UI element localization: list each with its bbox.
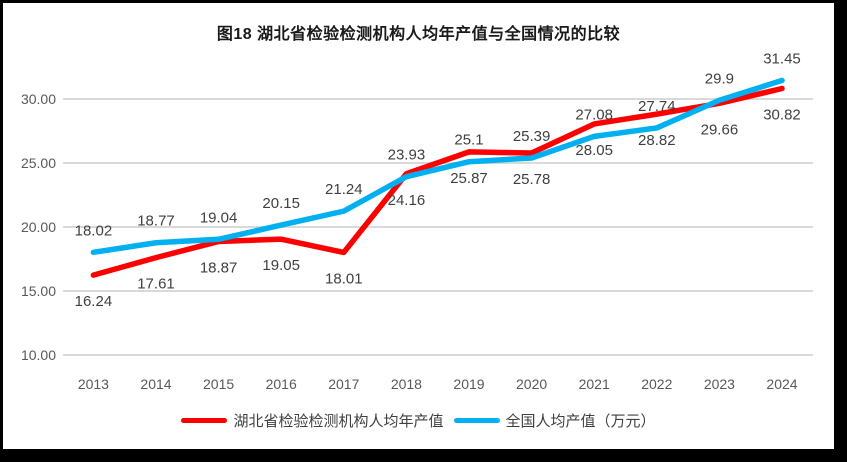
data-label-hubei_red: 24.16 — [388, 192, 426, 209]
data-label-national_blue: 19.04 — [200, 209, 238, 226]
x-axis-tick-label: 2017 — [328, 376, 359, 392]
series-line-national_blue — [90, 77, 785, 256]
data-label-national_blue: 31.45 — [763, 50, 801, 67]
data-label-hubei_red: 25.78 — [513, 171, 551, 188]
data-label-hubei_red: 28.82 — [638, 132, 676, 149]
y-axis-tick-label: 15.00 — [21, 283, 56, 299]
chart-container: 图18 湖北省检验检测机构人均年产值与全国情况的比较 10.00 15.00 20.… — [3, 3, 834, 449]
x-axis-tick-label: 2022 — [641, 376, 672, 392]
legend-item-national: 全国人均产值（万元） — [453, 410, 656, 431]
legend-item-hubei: 湖北省检验检测机构人均年产值 — [181, 410, 444, 431]
x-axis-tick-label: 2016 — [266, 376, 297, 392]
x-axis-tick-label: 2018 — [391, 376, 422, 392]
data-label-national_blue: 27.08 — [575, 106, 613, 123]
y-axis-tick-label: 20.00 — [21, 219, 56, 235]
legend-swatch-hubei-red-line — [181, 418, 228, 423]
data-label-national_blue: 20.15 — [262, 195, 300, 212]
data-label-hubei_red: 17.61 — [137, 276, 175, 293]
x-axis-tick-label: 2021 — [579, 376, 610, 392]
data-label-national_blue: 18.77 — [137, 213, 175, 230]
data-label-hubei_red: 18.01 — [325, 270, 363, 287]
data-label-national_blue: 18.02 — [75, 222, 113, 239]
x-axis-tick-label: 2020 — [516, 376, 547, 392]
line-chart: 10.00 15.00 20.00 25.00 30.00 2013 2014 2015 201… — [21, 50, 813, 392]
y-axis-tick-label: 10.00 — [21, 347, 56, 363]
legend-label-national: 全国人均产值（万元） — [505, 413, 656, 430]
legend-label-hubei: 湖北省检验检测机构人均年产值 — [233, 413, 444, 430]
data-label-national_blue: 25.39 — [513, 128, 551, 145]
data-label-national_blue: 23.93 — [388, 147, 426, 164]
data-label-national_blue: 27.74 — [638, 98, 676, 115]
y-axis-tick-label: 25.00 — [21, 155, 56, 171]
y-axis-tick-label: 30.00 — [21, 91, 56, 107]
data-label-hubei_red: 29.66 — [701, 121, 739, 138]
x-axis-tick-label: 2014 — [140, 376, 171, 392]
data-label-hubei_red: 16.24 — [75, 293, 113, 310]
x-axis-tick-label: 2023 — [704, 376, 735, 392]
series-line-hubei_red — [90, 85, 785, 278]
legend-swatch-national-blue-line — [453, 418, 500, 423]
chart-title: 图18 湖北省检验检测机构人均年产值与全国情况的比较 — [216, 26, 621, 43]
data-label-national_blue: 29.9 — [705, 70, 734, 87]
x-axis-tick-label: 2015 — [203, 376, 234, 392]
data-label-hubei_red: 28.05 — [575, 142, 613, 159]
data-label-national_blue: 21.24 — [325, 181, 363, 198]
x-axis-tick-label: 2013 — [78, 376, 109, 392]
data-label-national_blue: 25.1 — [454, 132, 483, 149]
data-label-hubei_red: 25.87 — [450, 170, 488, 187]
x-axis-tick-label: 2024 — [766, 376, 797, 392]
data-label-hubei_red: 19.05 — [262, 257, 300, 274]
x-axis-tick-label: 2019 — [453, 376, 484, 392]
data-label-hubei_red: 30.82 — [763, 107, 801, 124]
chart-legend: 湖北省检验检测机构人均年产值 全国人均产值（万元） — [3, 410, 834, 431]
data-label-hubei_red: 18.87 — [200, 259, 238, 276]
